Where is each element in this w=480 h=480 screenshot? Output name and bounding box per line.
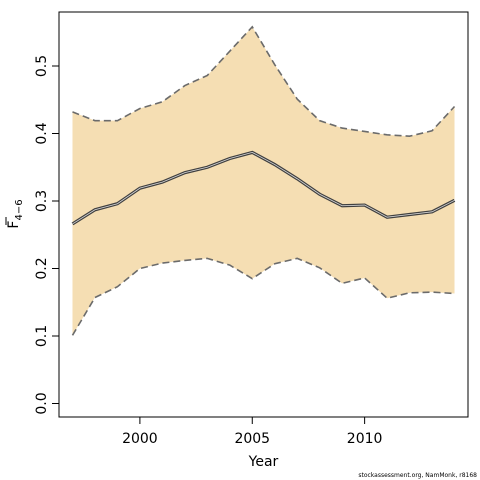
y-tick-label: 0.1	[34, 325, 50, 347]
upper-bound-line	[72, 25, 456, 138]
series-layer	[71, 25, 456, 336]
y-tick-label: 0.0	[34, 392, 50, 414]
x-tick-label: 2010	[347, 431, 383, 447]
x-axis: 2000 2005 2010	[122, 416, 383, 447]
y-tick-label: 0.2	[34, 257, 50, 279]
svg-text:F4−6: F4−6	[6, 199, 25, 228]
y-axis-title-main: F	[6, 221, 22, 229]
y-tick-label: 0.4	[34, 122, 50, 144]
y-tick-label: 0.5	[34, 55, 50, 77]
footer-credit: stockassessment.org, NamMonk, r8168	[358, 472, 477, 479]
x-tick-label: 2000	[122, 431, 158, 447]
confidence-band	[72, 26, 455, 336]
lower-bound-line	[71, 257, 455, 336]
confidence-band-layer	[72, 26, 455, 336]
x-axis-title: Year	[248, 454, 279, 470]
y-axis-title-sub: 4−6	[14, 199, 25, 220]
y-axis: 0.0 0.1 0.2 0.3 0.4 0.5	[34, 55, 60, 415]
estimate-line-highlight	[72, 151, 455, 225]
y-tick-label: 0.3	[34, 190, 50, 212]
y-axis-title: F4−6	[5, 199, 25, 229]
x-tick-label: 2005	[234, 431, 270, 447]
